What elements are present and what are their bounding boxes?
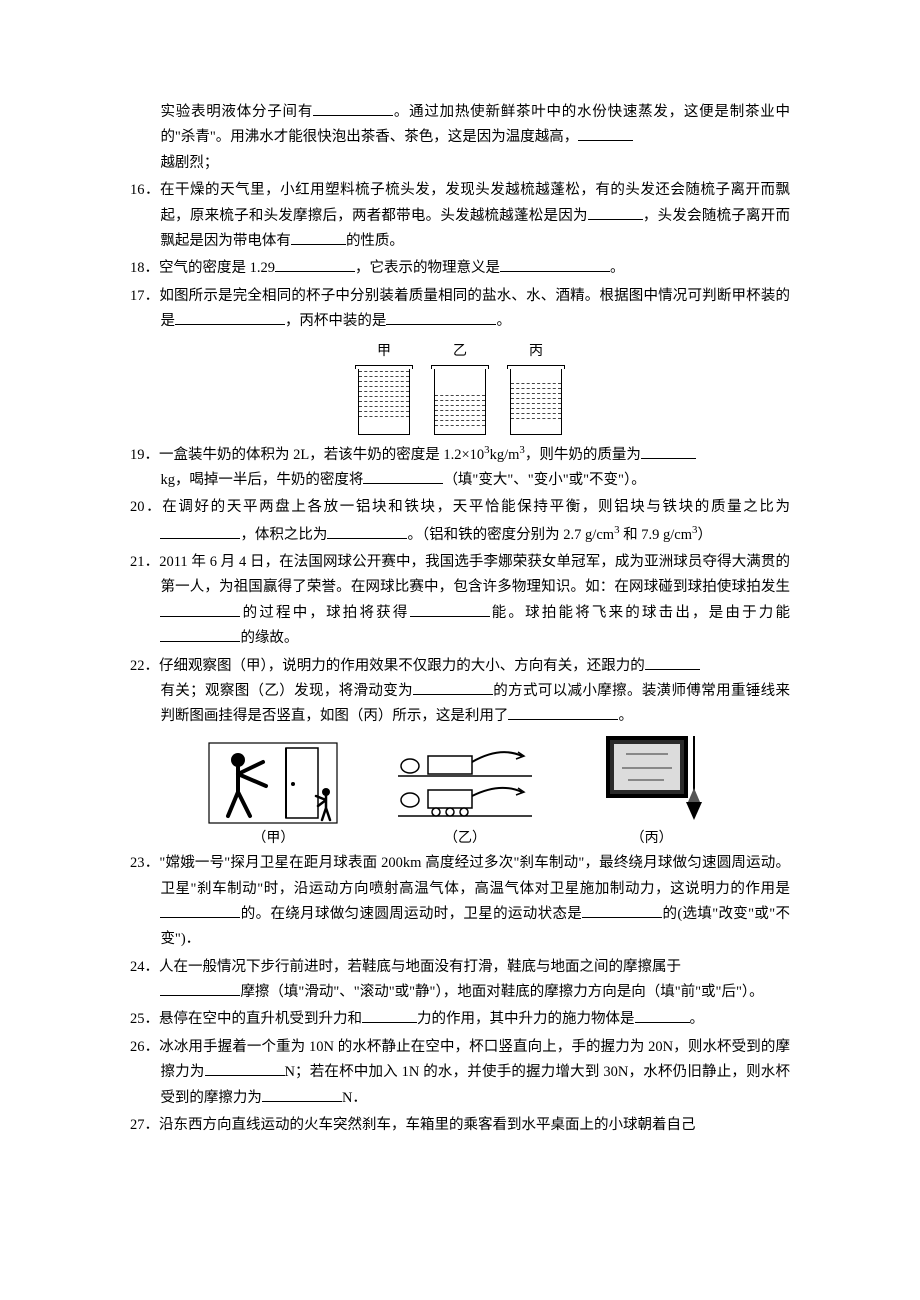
fig-jia [208, 742, 338, 824]
blank [291, 230, 346, 245]
blank [275, 257, 355, 272]
text: 24．人在一般情况下步行前进时，若鞋底与地面没有打滑，鞋底与地面之间的摩擦属于 [130, 959, 681, 975]
text: kg/m [490, 447, 520, 463]
blank [262, 1087, 342, 1102]
q26: 26．冰冰用手握着一个重为 10N 的水杯静止在空中，杯口竖直向上，手的握力为 … [130, 1035, 790, 1111]
fig-yi [390, 742, 540, 824]
text: ，体积之比为 [240, 527, 327, 543]
text: 22．仔细观察图（甲），说明力的作用效果不仅跟力的大小、方向有关，还跟力的 [130, 658, 645, 674]
text: 摩擦（填"滑动"、"滚动"或"静"），地面对鞋底的摩擦力方向是向（填"前"或"后… [240, 984, 763, 1000]
text: 的缘故。 [240, 630, 298, 646]
q22-captions: （甲） （乙） （丙） [130, 826, 790, 852]
q19: 19．一盒装牛奶的体积为 2L，若该牛奶的密度是 1.2×103kg/m3，则牛… [130, 441, 790, 494]
text: 的过程中，球拍将获得 [240, 605, 409, 621]
cup-diagram: 甲乙丙 [130, 340, 790, 435]
blank [413, 680, 493, 695]
q20: 20．在调好的天平两盘上各放一铝块和铁块，天平恰能保持平衡，则铝块与铁块的质量之… [130, 495, 790, 548]
q24: 24．人在一般情况下步行前进时，若鞋底与地面没有打滑，鞋底与地面之间的摩擦属于 … [130, 955, 790, 1006]
text: ，则牛奶的质量为 [525, 447, 641, 463]
text: 有关；观察图（乙）发现，将滑动变为 [160, 683, 413, 699]
q23: 23．"嫦娥一号"探月卫星在距月球表面 200km 高度经过多次"刹车制动"，最… [130, 851, 790, 953]
blank [160, 524, 240, 539]
caption-jia: （甲） [208, 827, 338, 852]
text: ，它表示的物理意义是 [355, 260, 500, 276]
blank [160, 627, 240, 642]
fig-bing [592, 734, 712, 824]
q22-figures [130, 734, 790, 824]
text: 的性质。 [346, 233, 404, 249]
text: ） [697, 527, 712, 543]
q27: 27．沿东西方向直线运动的火车突然刹车，车箱里的乘客看到水平桌面上的小球朝着自己 [130, 1113, 790, 1138]
text: N． [342, 1090, 367, 1106]
blank [160, 602, 240, 617]
caption-bing: （丙） [592, 827, 712, 852]
blank [386, 310, 496, 325]
text: 18．空气的密度是 1.29 [130, 260, 275, 276]
q22: 22．仔细观察图（甲），说明力的作用效果不仅跟力的大小、方向有关，还跟力的 有关… [130, 654, 790, 730]
blank [175, 310, 285, 325]
blank [362, 1009, 417, 1024]
text: 21．2011 年 6 月 4 日，在法国网球公开赛中，我国选手李娜荣获女单冠军… [130, 554, 790, 595]
text: 实验表明液体分子间有 [160, 104, 313, 120]
text: ，丙杯中装的是 [285, 313, 387, 329]
blank [578, 127, 633, 142]
blank [410, 602, 490, 617]
blank [313, 101, 393, 116]
q15-continuation: 实验表明液体分子间有。通过加热使新鲜茶叶中的水份快速蒸发，这便是制茶业中的"杀青… [130, 100, 790, 176]
text: 。 [496, 313, 511, 329]
text: 和 7.9 g/cm [620, 527, 693, 543]
text: （填"变大"、"变小"或"不变"）。 [443, 472, 645, 488]
text: 23．"嫦娥一号"探月卫星在距月球表面 200km 高度经过多次"刹车制动"，最… [130, 855, 790, 896]
blank [582, 903, 662, 918]
text: 。 [610, 260, 625, 276]
q17: 17．如图所示是完全相同的杯子中分别装着质量相同的盐水、水、酒精。根据图中情况可… [130, 284, 790, 335]
text: 27．沿东西方向直线运动的火车突然刹车，车箱里的乘客看到水平桌面上的小球朝着自己 [130, 1117, 696, 1133]
text: 20．在调好的天平两盘上各放一铝块和铁块，天平恰能保持平衡，则铝块与铁块的质量之… [130, 499, 790, 515]
blank [508, 706, 618, 721]
blank [500, 257, 610, 272]
blank [327, 524, 407, 539]
text: 25．悬停在空中的直升机受到升力和 [130, 1011, 362, 1027]
caption-yi: （乙） [390, 827, 540, 852]
blank [160, 981, 240, 996]
text: 力的作用，其中升力的施力物体是 [417, 1011, 635, 1027]
text: 越剧烈； [160, 155, 218, 171]
q18: 18．空气的密度是 1.29 ，它表示的物理意义是 。 [130, 256, 790, 281]
blank [588, 205, 643, 220]
text: kg，喝掉一半后，牛奶的密度将 [160, 472, 363, 488]
q16: 16．在干燥的天气里，小红用塑料梳子梳头发，发现头发越梳越蓬松，有的头发还会随梳… [130, 178, 790, 254]
document-page: 实验表明液体分子间有。通过加热使新鲜茶叶中的水份快速蒸发，这便是制茶业中的"杀青… [0, 0, 920, 1200]
text: 。 [618, 708, 633, 724]
q21: 21．2011 年 6 月 4 日，在法国网球公开赛中，我国选手李娜荣获女单冠军… [130, 550, 790, 652]
blank [645, 655, 700, 670]
blank [635, 1009, 690, 1024]
q25: 25．悬停在空中的直升机受到升力和 力的作用，其中升力的施力物体是 。 [130, 1007, 790, 1032]
text: 能。球拍能将飞来的球击出，是由于力能 [490, 605, 790, 621]
text: 19．一盒装牛奶的体积为 2L，若该牛奶的密度是 1.2×10 [130, 447, 484, 463]
blank [160, 903, 240, 918]
blank [205, 1061, 285, 1076]
blank [363, 469, 443, 484]
text: 的。在绕月球做匀速圆周运动时，卫星的运动状态是 [240, 906, 582, 922]
blank [641, 444, 696, 459]
text: 。（铝和铁的密度分别为 2.7 g/cm [407, 527, 614, 543]
text: 。 [690, 1011, 705, 1027]
